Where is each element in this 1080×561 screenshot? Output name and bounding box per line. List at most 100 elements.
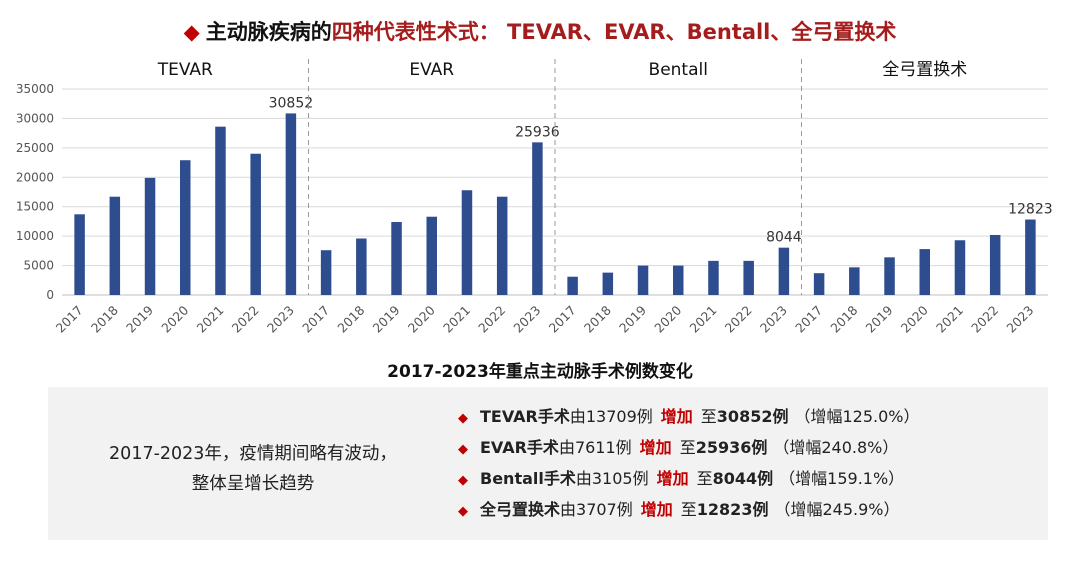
bar [884, 257, 895, 295]
bar [320, 250, 332, 295]
bar [778, 247, 790, 295]
group-label: EVAR [409, 60, 454, 80]
x-tick-label: 2021 [686, 303, 719, 336]
bullet-to-prefix: 至 [696, 469, 713, 488]
x-tick-label: 2021 [440, 303, 473, 336]
x-tick-label: 2018 [827, 302, 860, 335]
bullet-to-prefix: 至 [680, 500, 697, 519]
summary-panel: 2017-2023年，疫情期间略有波动， 整体呈增长趋势 ◆ TEVAR手术由13… [48, 387, 1048, 540]
bullet-name: 全弓置换术 [480, 500, 561, 519]
bar [708, 260, 719, 295]
bullet-increase: 增加 [639, 438, 672, 457]
title-part-red: 四种代表性术式： TEVAR、EVAR、Bentall、全弓置换术 [331, 20, 897, 44]
bullet-to: 8044例 [712, 469, 774, 488]
bullet-to: 30852例 [716, 407, 789, 426]
bar [989, 234, 1001, 295]
bar [250, 153, 261, 295]
bar [532, 142, 543, 295]
x-tick-label: 2018 [88, 302, 121, 335]
bullet-increase: 增加 [640, 500, 673, 519]
bullet-increase: 增加 [656, 469, 689, 488]
bar [391, 222, 402, 295]
bar [144, 177, 156, 295]
x-tick-label: 2022 [722, 303, 755, 336]
summary-line-2: 整体呈增长趋势 [191, 474, 315, 494]
x-tick-label: 2020 [405, 302, 438, 335]
y-tick-label: 35000 [16, 82, 54, 96]
x-tick-label: 2023 [264, 303, 297, 336]
data-label: 12823 [1008, 202, 1053, 218]
bar [567, 276, 578, 295]
x-tick-label: 2023 [1003, 303, 1036, 336]
bar [743, 260, 754, 295]
x-tick-label: 2020 [158, 302, 191, 335]
x-tick-label: 2020 [898, 302, 931, 335]
bullet-to-prefix: 至 [700, 407, 717, 426]
x-tick-label: 2017 [53, 303, 86, 336]
x-tick-label: 2018 [334, 302, 367, 335]
page-title: ◆ 主动脉疾病的四种代表性术式： TEVAR、EVAR、Bentall、全弓置换术 [0, 16, 1080, 46]
bullet-list: ◆ TEVAR手术由13709例 增加 至30852例 （增幅125.0%） ◆ EVAR… [458, 401, 919, 525]
data-label: 30852 [269, 95, 314, 111]
bar [954, 240, 966, 295]
bullet-pct: （增幅245.9%） [774, 500, 900, 519]
bullet-pct: （增幅240.8%） [773, 438, 899, 457]
group-label: 全弓置换术 [882, 60, 967, 80]
bullet-name: EVAR手术 [480, 438, 559, 457]
bullet-pct: （增幅125.0%） [794, 407, 920, 426]
title-part-black: 主动脉疾病的 [205, 20, 332, 44]
diamond-bullet-icon: ◆ [458, 411, 468, 426]
bullet-to: 12823例 [696, 500, 769, 519]
bullet-from: 由3105例 [575, 469, 649, 488]
x-tick-label: 2017 [299, 303, 332, 336]
y-tick-label: 5000 [23, 259, 54, 273]
chart-title: 2017-2023年重点主动脉手术例数变化 [387, 362, 693, 382]
bullet-name: TEVAR手术 [480, 407, 570, 426]
bullet-to: 25936例 [695, 438, 768, 457]
x-tick-label: 2021 [193, 303, 226, 336]
x-tick-label: 2019 [123, 302, 156, 335]
bar [426, 216, 437, 295]
y-tick-label: 30000 [16, 111, 54, 125]
bar [1025, 219, 1036, 295]
summary-text: 2017-2023年，疫情期间略有波动， 整体呈增长趋势 [58, 439, 448, 499]
x-tick-label: 2017 [792, 303, 825, 336]
bar [461, 190, 473, 295]
x-tick-label: 2022 [968, 303, 1001, 336]
bar [215, 126, 226, 295]
x-tick-label: 2019 [370, 302, 403, 335]
bar [813, 273, 825, 295]
bar [356, 238, 367, 295]
bar [637, 265, 649, 295]
x-tick-label: 2018 [581, 302, 614, 335]
x-tick-label: 2023 [510, 303, 543, 336]
x-tick-label: 2019 [616, 302, 649, 335]
y-tick-label: 20000 [16, 170, 54, 184]
bar [496, 196, 508, 295]
data-label: 8044 [766, 230, 802, 246]
bar [602, 272, 614, 295]
group-label: Bentall [649, 60, 708, 80]
y-tick-label: 10000 [16, 229, 54, 243]
x-tick-label: 2019 [863, 302, 896, 335]
group-label: TEVAR [157, 60, 213, 80]
bar [849, 267, 860, 295]
bullet-increase: 增加 [660, 407, 693, 426]
y-tick-label: 25000 [16, 141, 54, 155]
bullet-pct: （增幅159.1%） [779, 469, 905, 488]
x-tick-label: 2022 [475, 303, 508, 336]
bar [285, 113, 297, 295]
bullet-item: ◆ TEVAR手术由13709例 增加 至30852例 （增幅125.0%） [458, 401, 919, 432]
summary-line-1: 2017-2023年，疫情期间略有波动， [109, 444, 397, 464]
y-tick-label: 15000 [16, 200, 54, 214]
bullet-item: ◆ Bentall手术由3105例 增加 至8044例 （增幅159.1%） [458, 463, 919, 494]
x-tick-label: 2017 [546, 303, 579, 336]
diamond-bullet-icon: ◆ [458, 504, 468, 519]
bar [74, 214, 85, 295]
bullet-item: ◆ 全弓置换术由3707例 增加 至12823例 （增幅245.9%） [458, 494, 919, 525]
bullet-name: Bentall手术 [480, 469, 576, 488]
bar [109, 196, 121, 295]
x-tick-label: 2022 [229, 303, 262, 336]
data-label: 25936 [515, 124, 560, 140]
bullet-from: 由13709例 [569, 407, 653, 426]
